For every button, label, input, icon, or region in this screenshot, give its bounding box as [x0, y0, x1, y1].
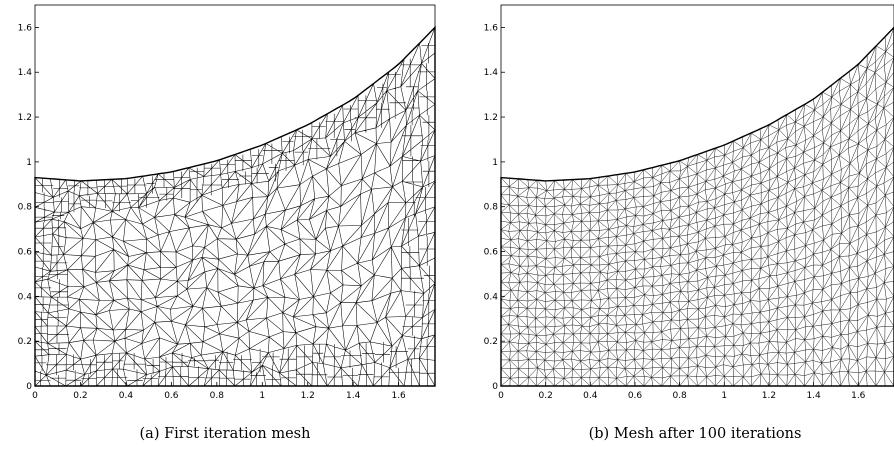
- x-tick-label: 1.6: [851, 391, 866, 401]
- y-tick-label: 0.8: [484, 203, 499, 213]
- ticks-b: 0 0.2 0.4 0.6 0.8 1 1.2 1.4 1.6 0 0.2 0.4 0.6 0.8 1 1.2…: [484, 23, 866, 401]
- x-tick-label: 1.6: [391, 391, 406, 401]
- y-tick-label: 0.6: [484, 248, 499, 258]
- x-tick-label: 1.2: [301, 391, 315, 401]
- y-tick-label: 0.4: [18, 292, 33, 302]
- panel-a: 0 0.2 0.4 0.6 0.8 1 1.2 1.4 1.6 0 0.2 0.4 0.6 0.8 1 1.2…: [18, 4, 436, 442]
- x-tick-label: 1: [721, 391, 727, 401]
- y-tick-label: 1.2: [18, 113, 32, 123]
- y-tick-label: 1.6: [484, 23, 499, 33]
- x-tick-label: 1.4: [346, 391, 361, 401]
- x-tick-label: 1.4: [806, 391, 821, 401]
- mesh-a: [34, 27, 436, 387]
- y-tick-label: 1: [492, 158, 498, 168]
- x-tick-label: 0.6: [628, 391, 643, 401]
- y-tick-label: 1.6: [18, 23, 33, 33]
- x-tick-label: 0.6: [164, 391, 179, 401]
- x-tick-label: 0: [32, 391, 38, 401]
- y-tick-label: 1.2: [484, 113, 498, 123]
- y-tick-label: 1.4: [18, 68, 33, 78]
- domain-outline-a: [34, 25, 436, 387]
- ticks-a: 0 0.2 0.4 0.6 0.8 1 1.2 1.4 1.6 0 0.2 0.4 0.6 0.8 1 1.2…: [18, 23, 406, 401]
- x-tick-label: 0.4: [119, 391, 134, 401]
- y-tick-label: 0: [492, 382, 498, 392]
- y-tick-label: 0.2: [18, 337, 32, 347]
- panel-b: 0 0.2 0.4 0.6 0.8 1 1.2 1.4 1.6 0 0.2 0.4 0.6 0.8 1 1.2…: [484, 4, 894, 442]
- x-tick-label: 0.4: [583, 391, 598, 401]
- y-tick-label: 0.6: [18, 248, 33, 258]
- y-tick-label: 0.8: [18, 203, 33, 213]
- mesh-edges-a: [34, 27, 436, 387]
- x-tick-label: 1: [259, 391, 265, 401]
- y-tick-label: 0: [26, 382, 32, 392]
- x-tick-label: 0.8: [672, 391, 687, 401]
- caption-b: (b) Mesh after 100 iterations: [589, 426, 802, 442]
- mesh-b: [500, 27, 894, 387]
- caption-a: (a) First iteration mesh: [140, 426, 311, 442]
- domain-outline-b: [500, 26, 894, 387]
- x-tick-label: 0.2: [73, 391, 87, 401]
- mesh-edges-b: [500, 27, 894, 387]
- y-tick-label: 1.4: [484, 68, 499, 78]
- y-tick-label: 0.2: [484, 337, 498, 347]
- y-tick-label: 1: [26, 158, 32, 168]
- x-tick-label: 1.2: [762, 391, 776, 401]
- x-tick-label: 0: [498, 391, 504, 401]
- x-tick-label: 0.8: [210, 391, 225, 401]
- x-tick-label: 0.2: [538, 391, 552, 401]
- y-tick-label: 0.4: [484, 292, 499, 302]
